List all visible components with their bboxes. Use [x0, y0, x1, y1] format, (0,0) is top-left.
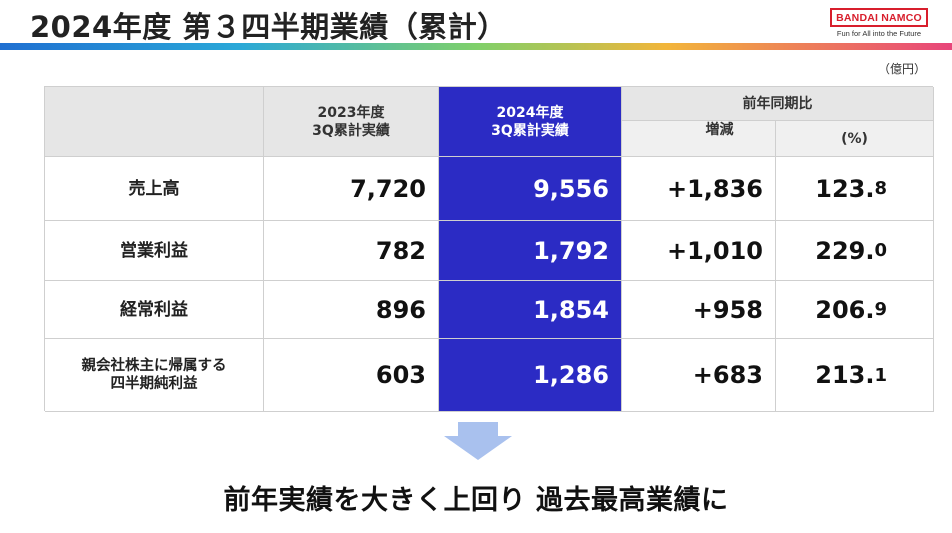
- cell-prev-value: 782: [264, 221, 439, 281]
- cell-percent-value: 213. 1: [776, 339, 934, 412]
- cell-prev-value: 603: [264, 339, 439, 412]
- row-label-sales: 売上高: [45, 157, 264, 221]
- row-label-text: 売上高: [128, 178, 180, 199]
- header-curr-year-line2: 3Q累計実績: [491, 122, 569, 139]
- header-change-label: 増減: [705, 122, 734, 138]
- header-yoy: 前年同期比: [622, 87, 934, 121]
- down-arrow-icon: [444, 422, 512, 460]
- cell-change-value: +683: [622, 339, 776, 412]
- cell-percent-value: 229. 0: [776, 221, 934, 281]
- header-percent-label: (%): [841, 130, 868, 147]
- cell-change-value: +1,836: [622, 157, 776, 221]
- pct-dec: 1: [874, 364, 887, 386]
- company-logo: BANDAI NAMCO Fun for All into the Future: [830, 8, 928, 38]
- header-yoy-label: 前年同期比: [742, 95, 813, 112]
- logo-brand: BANDAI NAMCO: [830, 8, 928, 27]
- cell-curr-value: 1,854: [439, 281, 622, 339]
- pct-dec: 8: [874, 178, 887, 199]
- logo-tagline: Fun for All into the Future: [836, 29, 922, 38]
- unit-label: （億円）: [877, 62, 926, 76]
- row-label-text-line1: 親会社株主に帰属する: [81, 358, 227, 374]
- header-curr-year: 2024年度 3Q累計実績: [439, 87, 622, 157]
- row-label-text-line2: 四半期純利益: [110, 376, 198, 392]
- page-title: 2024年度 第３四半期業績（累計）: [30, 10, 507, 44]
- cell-change-value: +1,010: [622, 221, 776, 281]
- row-label-net-income: 親会社株主に帰属する 四半期純利益: [45, 339, 264, 412]
- header-prev-year-line1: 2023年度: [317, 104, 385, 121]
- header-prev-year: 2023年度 3Q累計実績: [264, 87, 439, 157]
- cell-prev-value: 7,720: [264, 157, 439, 221]
- header-blank-cell: [45, 87, 264, 157]
- title-gradient-bar: [0, 43, 952, 50]
- row-label-text: 経常利益: [120, 299, 188, 320]
- row-label-text: 営業利益: [120, 240, 188, 261]
- row-label-ordinary-income: 経常利益: [45, 281, 264, 339]
- cell-curr-value: 1,286: [439, 339, 622, 412]
- pct-int: 206.: [815, 295, 875, 324]
- header-curr-year-line1: 2024年度: [496, 104, 564, 121]
- header-prev-year-line2: 3Q累計実績: [312, 122, 390, 139]
- results-table: 2023年度 3Q累計実績 2024年度 3Q累計実績 前年同期比 増減 (%)…: [44, 86, 934, 412]
- cell-curr-value: 9,556: [439, 157, 622, 221]
- pct-int: 213.: [815, 361, 875, 389]
- cell-curr-value: 1,792: [439, 221, 622, 281]
- cell-percent-value: 123. 8: [776, 157, 934, 221]
- cell-prev-value: 896: [264, 281, 439, 339]
- pct-dec: 0: [874, 240, 887, 261]
- header-percent: (%): [776, 121, 934, 157]
- conclusion-text: 前年実績を大きく上回り 過去最高業績に: [223, 485, 729, 516]
- pct-dec: 9: [874, 299, 887, 320]
- cell-percent-value: 206. 9: [776, 281, 934, 339]
- header-change: 増減: [622, 121, 776, 157]
- pct-int: 229.: [815, 236, 875, 265]
- row-label-operating-income: 営業利益: [45, 221, 264, 281]
- cell-change-value: +958: [622, 281, 776, 339]
- pct-int: 123.: [815, 174, 875, 203]
